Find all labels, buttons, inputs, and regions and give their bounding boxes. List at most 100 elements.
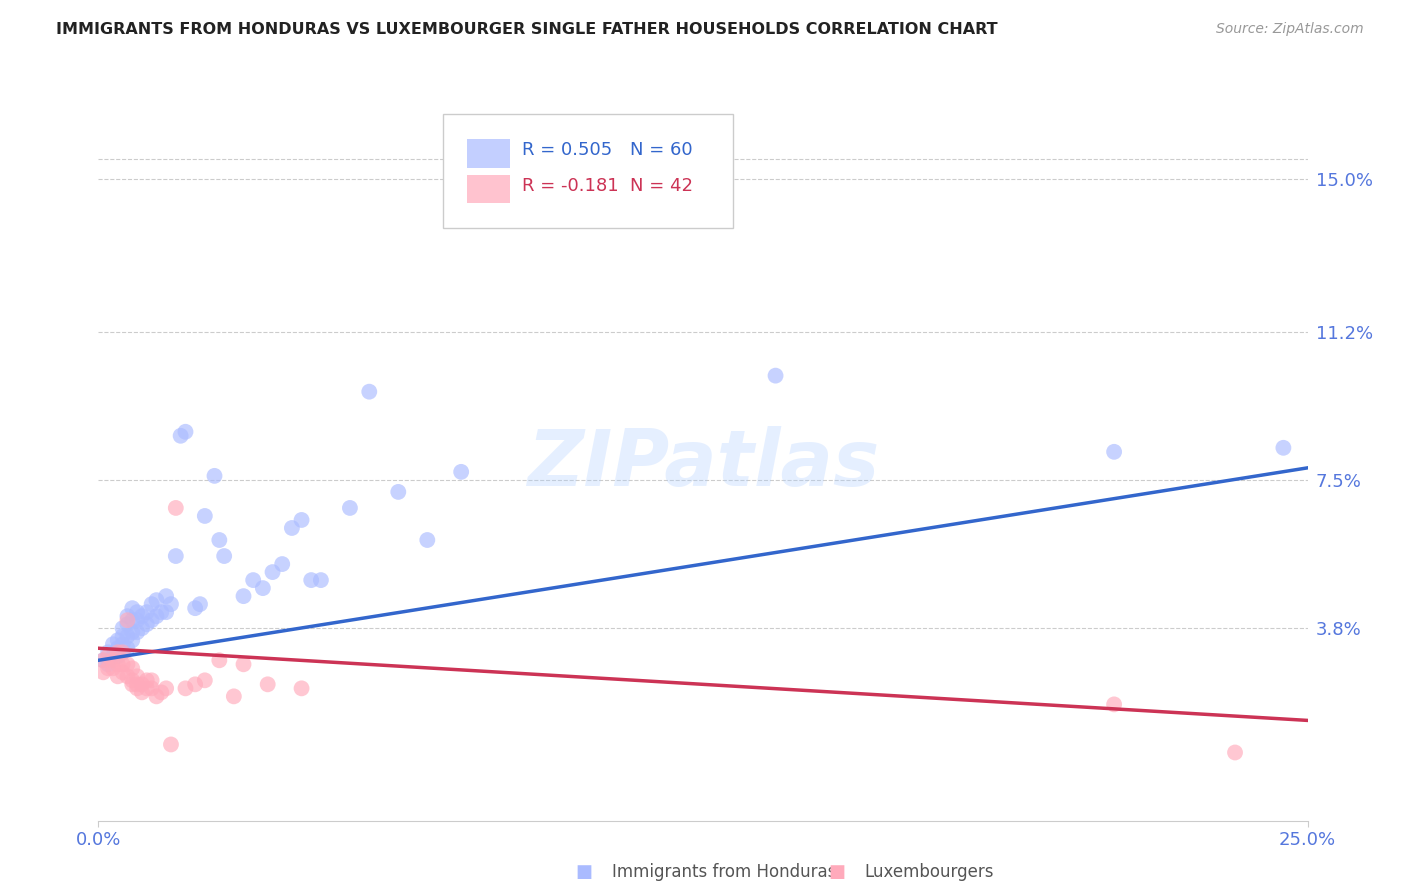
Point [256,677,278,691]
Point [91,653,114,667]
Point [107,641,129,656]
Point [117,629,139,643]
Point [155,681,177,696]
Point [97,657,120,672]
Point [101,649,124,664]
Point [121,625,143,640]
Point [135,681,157,696]
Point [91,653,114,667]
Point [155,589,177,603]
Point [121,661,143,675]
Point [101,661,124,675]
Point [208,533,231,547]
Point [281,521,304,535]
Point [416,533,439,547]
Text: Immigrants from Honduras: Immigrants from Honduras [612,863,837,881]
Point [107,669,129,683]
Point [262,565,284,579]
Point [204,468,226,483]
Point [194,508,217,523]
Point [121,601,143,615]
Point [184,601,207,615]
Point [111,621,134,635]
Point [127,625,149,640]
Point [450,465,472,479]
FancyBboxPatch shape [443,114,734,228]
Point [131,621,153,635]
Point [131,609,153,624]
Point [107,633,129,648]
Point [117,609,139,624]
Point [359,384,381,399]
Point [194,673,217,688]
Point [174,681,197,696]
Point [101,653,124,667]
Point [290,681,312,696]
Point [188,597,211,611]
Point [242,573,264,587]
Point [117,669,139,683]
Point [121,677,143,691]
Bar [467,175,509,203]
Point [165,549,187,563]
Text: ■: ■ [828,863,845,881]
Point [107,649,129,664]
Text: ZIPatlas: ZIPatlas [527,425,879,502]
Point [127,605,149,619]
Point [765,368,787,383]
Point [184,677,207,691]
Text: R = 0.505: R = 0.505 [522,141,612,159]
Point [97,645,120,659]
Point [127,677,149,691]
Point [111,637,134,651]
Point [271,557,294,571]
Point [174,425,197,439]
Point [150,605,173,619]
Text: Luxembourgers: Luxembourgers [865,863,994,881]
Point [387,484,409,499]
Point [117,617,139,632]
Point [117,613,139,627]
Point [212,549,235,563]
Text: N = 42: N = 42 [630,177,693,194]
Point [111,665,134,680]
Point [169,429,191,443]
Point [111,645,134,659]
Point [121,673,143,688]
Point [145,609,167,624]
Point [208,653,231,667]
Text: N = 60: N = 60 [630,141,693,159]
Point [111,657,134,672]
Point [141,681,163,696]
Point [121,633,143,648]
Point [117,641,139,656]
Point [131,685,153,699]
Bar [467,139,509,168]
Point [111,629,134,643]
Point [1223,746,1246,760]
Point [232,589,254,603]
Point [155,605,177,619]
Point [135,617,157,632]
Point [127,669,149,683]
Point [309,573,332,587]
Text: ■: ■ [575,863,592,881]
Point [1102,445,1125,459]
Point [165,500,187,515]
Point [232,657,254,672]
Point [1102,698,1125,712]
Point [97,661,120,675]
Point [145,593,167,607]
Point [222,690,245,704]
Point [252,581,274,595]
Point [121,613,143,627]
Point [141,673,163,688]
Point [101,637,124,651]
Point [150,685,173,699]
Point [145,690,167,704]
Point [299,573,322,587]
Point [339,500,361,515]
Point [111,645,134,659]
Point [135,605,157,619]
Point [127,681,149,696]
